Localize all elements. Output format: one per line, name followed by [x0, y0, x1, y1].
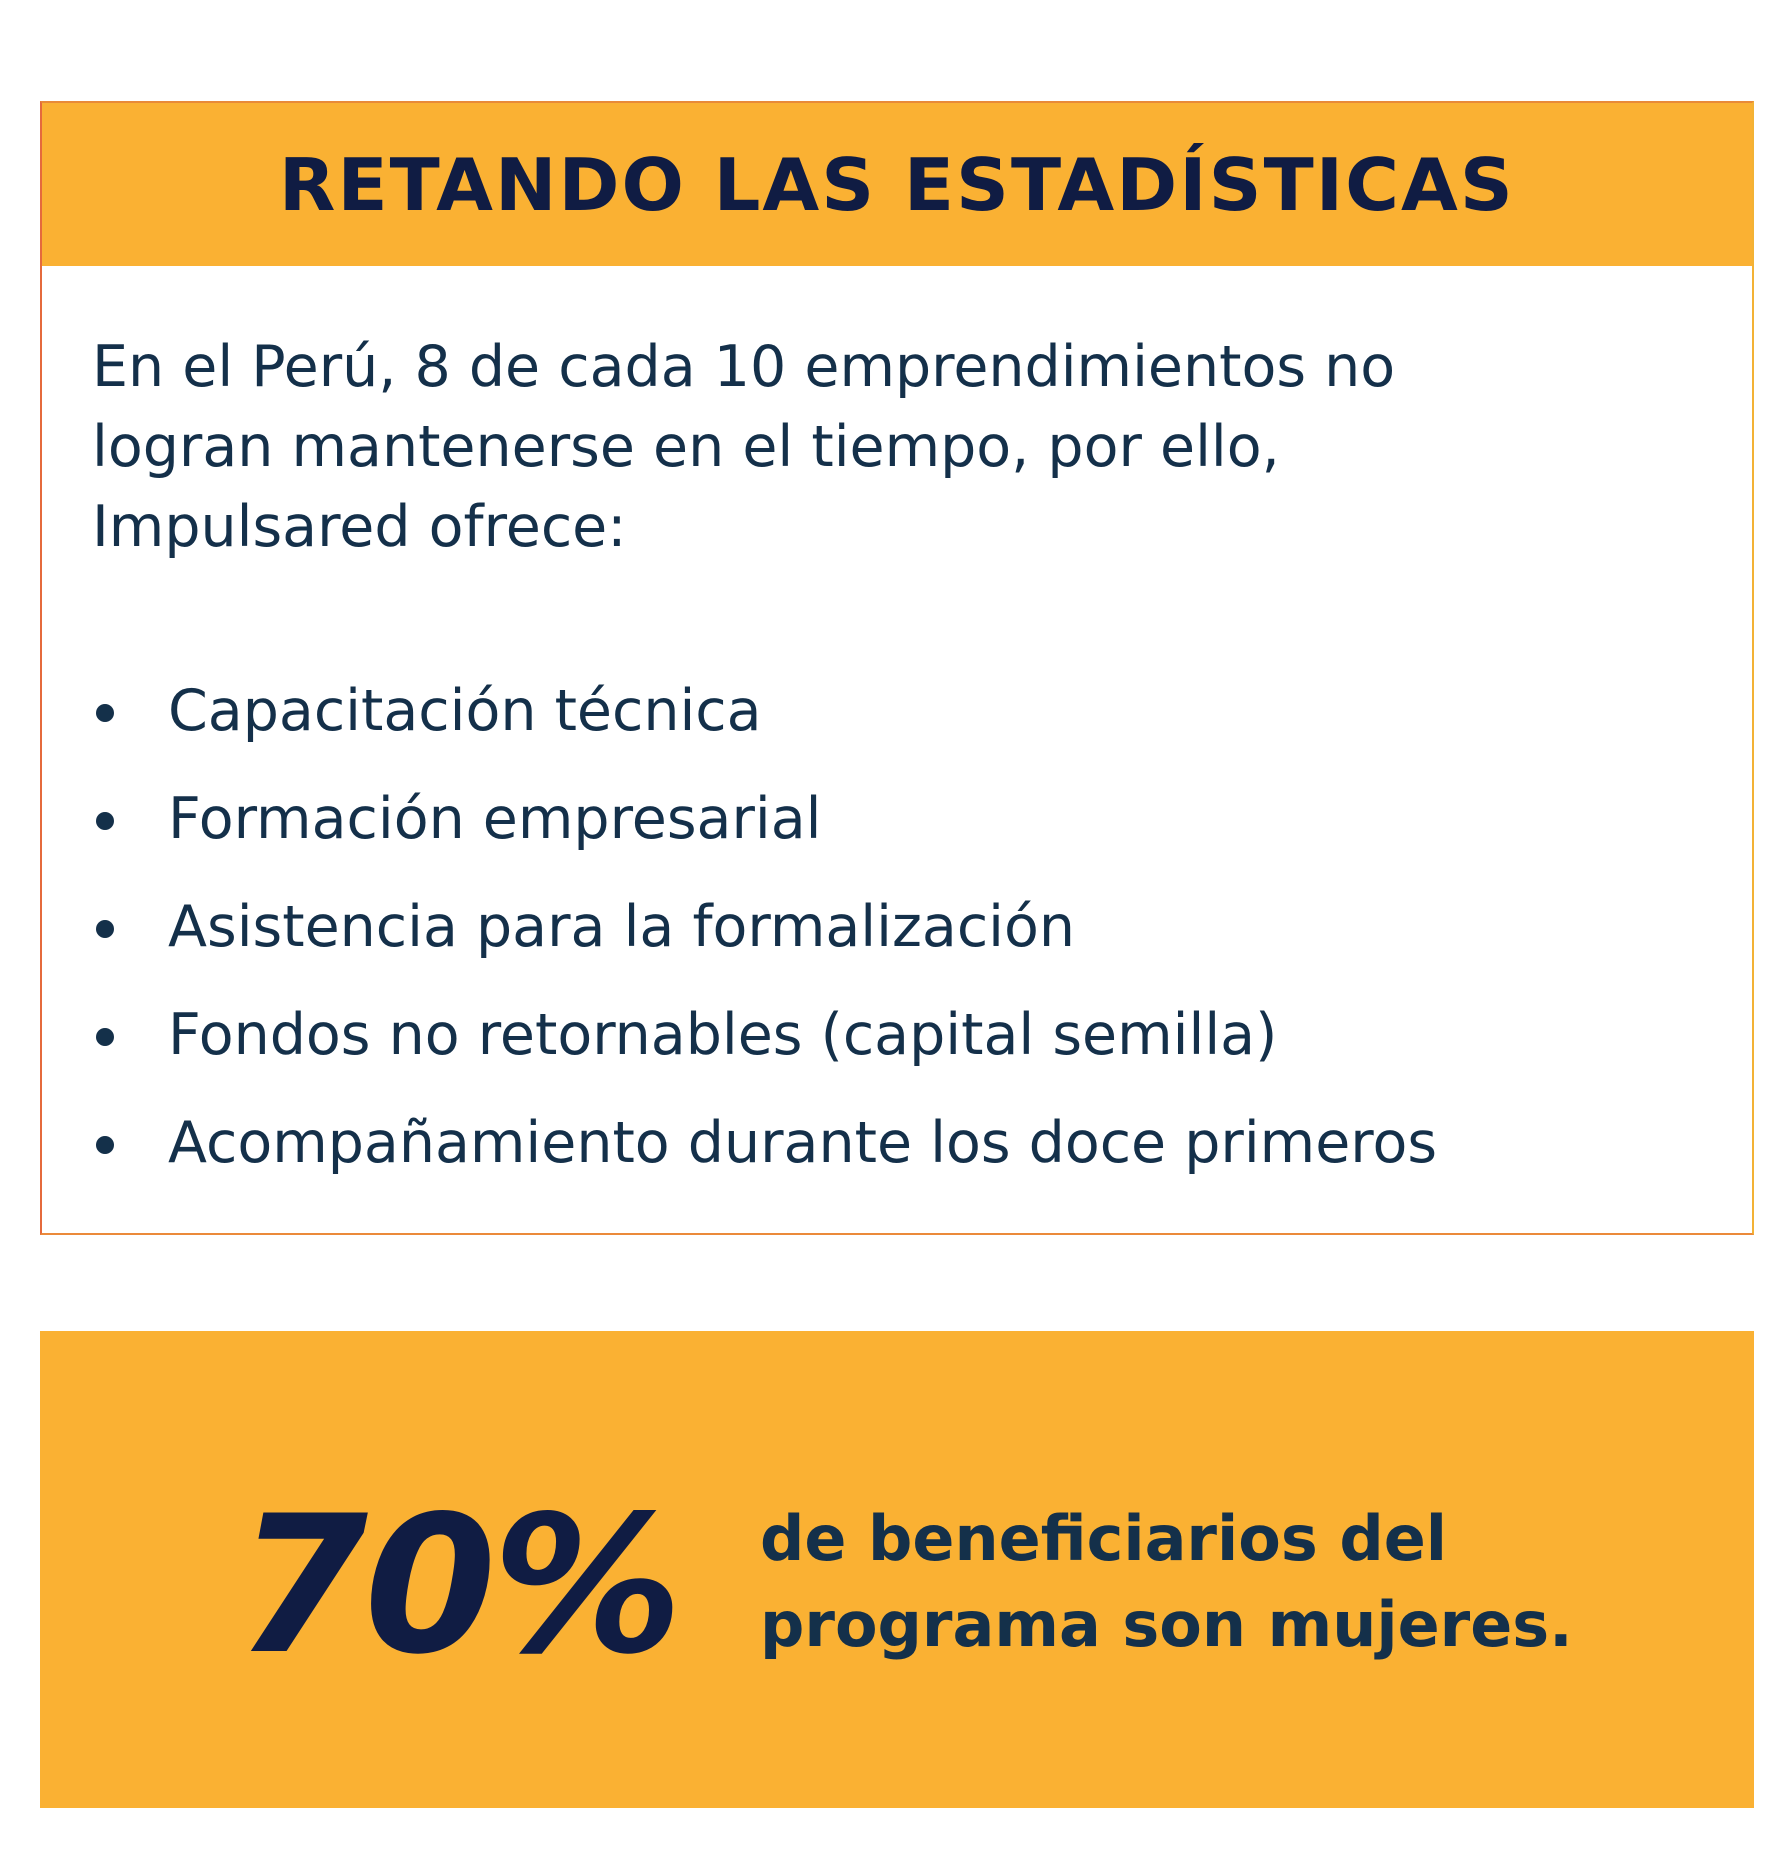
benefit-list: Capacitación técnica Formación empresari…	[92, 657, 1712, 1197]
stat-box: 70% de beneficiarios del programa son mu…	[40, 1331, 1754, 1808]
list-item-label: Capacitación técnica	[168, 678, 762, 744]
bullet-icon	[96, 1136, 114, 1154]
card-title: RETANDO LAS ESTADÍSTICAS	[279, 142, 1515, 227]
list-item: Fondos no retornables (capital semilla)	[92, 981, 1712, 1089]
list-item-label: Acompañamiento durante los doce primeros	[168, 1110, 1438, 1176]
statistics-card: RETANDO LAS ESTADÍSTICAS En el Perú, 8 d…	[40, 101, 1754, 1235]
list-item: Acompañamiento durante los doce primeros	[92, 1089, 1712, 1197]
list-item: Formación empresarial	[92, 765, 1712, 873]
bullet-icon	[96, 1028, 114, 1046]
card-body: En el Perú, 8 de cada 10 emprendimientos…	[92, 327, 1712, 1197]
list-item-label: Fondos no retornables (capital semilla)	[168, 1002, 1278, 1068]
card-header: RETANDO LAS ESTADÍSTICAS	[42, 103, 1752, 266]
list-item-label: Formación empresarial	[168, 786, 822, 852]
bullet-icon	[96, 704, 114, 722]
list-item-label: Asistencia para la formalización	[168, 894, 1075, 960]
list-item: Capacitación técnica	[92, 657, 1712, 765]
bullet-icon	[96, 812, 114, 830]
stat-description: de beneficiarios del programa son mujere…	[760, 1502, 1573, 1661]
intro-paragraph: En el Perú, 8 de cada 10 emprendimientos…	[92, 334, 1396, 560]
list-item: Asistencia para la formalización	[92, 873, 1712, 981]
stat-value: 70%	[236, 1475, 683, 1696]
bullet-icon	[96, 920, 114, 938]
